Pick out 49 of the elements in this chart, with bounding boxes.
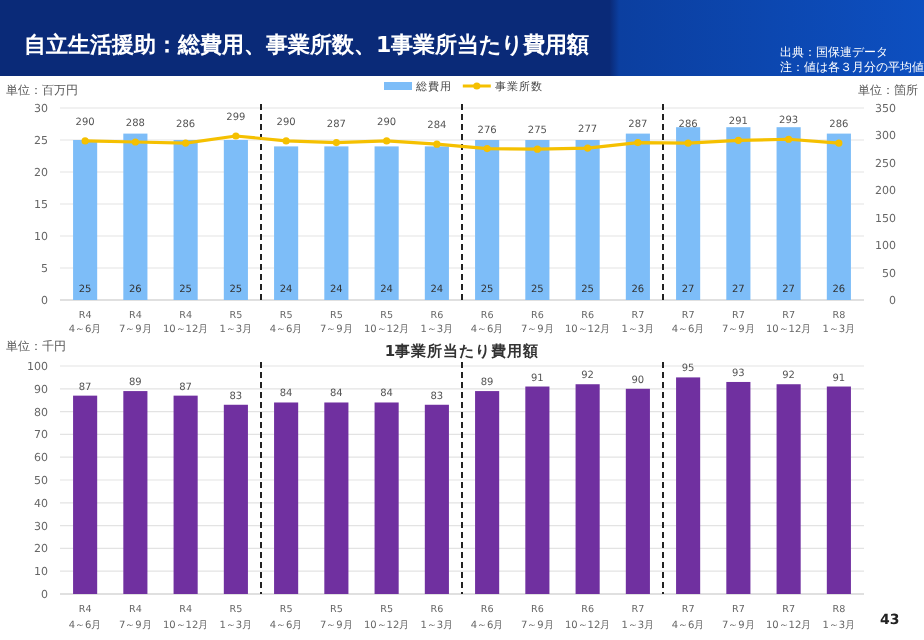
- bar: [173, 395, 198, 594]
- point: [332, 138, 340, 147]
- bar: [274, 146, 299, 300]
- bar: [575, 140, 600, 300]
- bar: [625, 133, 650, 300]
- bar: [726, 127, 751, 300]
- point: [533, 145, 541, 153]
- bar: [625, 388, 650, 594]
- bar: [424, 146, 449, 300]
- point: [282, 137, 290, 145]
- bar: [424, 404, 449, 594]
- chart-title: 自立生活援助：総費用、事業所数、1事業所当たり費用額: [24, 32, 590, 58]
- bar: [776, 127, 801, 300]
- point: [433, 140, 441, 148]
- bar: [324, 402, 349, 594]
- bar: [826, 133, 851, 300]
- bar: [73, 395, 98, 594]
- bar: [475, 140, 500, 300]
- point: [785, 135, 793, 143]
- bar: [274, 402, 299, 594]
- bar: [374, 146, 399, 300]
- bar: [776, 384, 801, 594]
- bar: [525, 140, 550, 300]
- bar: [73, 140, 98, 300]
- bar: [525, 386, 550, 594]
- point: [734, 136, 742, 144]
- point: [182, 139, 190, 147]
- point: [383, 137, 391, 145]
- point: [835, 139, 843, 147]
- point: [483, 144, 491, 153]
- point: [131, 138, 139, 146]
- bar: [374, 402, 399, 594]
- bar: [676, 127, 701, 300]
- bar: [676, 377, 701, 594]
- point: [634, 138, 642, 147]
- point: [584, 144, 592, 152]
- bar: [123, 133, 148, 300]
- bar: [826, 386, 851, 594]
- bar: [223, 140, 248, 300]
- point: [684, 139, 692, 147]
- bar: [324, 146, 349, 300]
- bar: [223, 404, 248, 594]
- point: [232, 132, 240, 140]
- bar: [123, 391, 148, 594]
- bar: [173, 140, 198, 300]
- bar: [475, 391, 500, 594]
- bar: [575, 384, 600, 594]
- point: [81, 137, 89, 145]
- bar: [726, 381, 751, 594]
